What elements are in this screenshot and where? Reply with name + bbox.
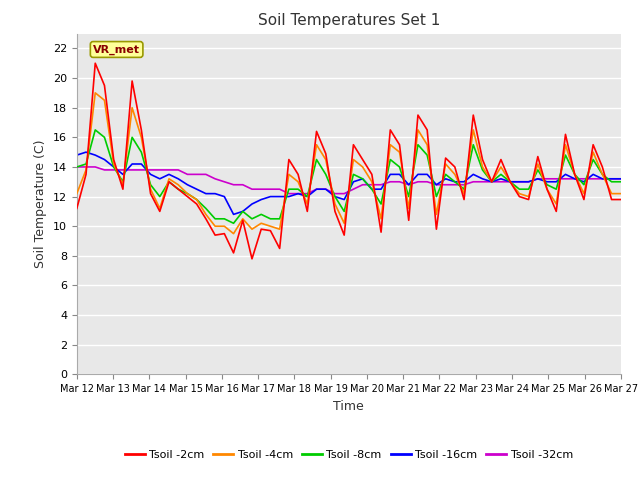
- Y-axis label: Soil Temperature (C): Soil Temperature (C): [35, 140, 47, 268]
- X-axis label: Time: Time: [333, 400, 364, 413]
- Title: Soil Temperatures Set 1: Soil Temperatures Set 1: [258, 13, 440, 28]
- Text: VR_met: VR_met: [93, 44, 140, 55]
- Legend: Tsoil -2cm, Tsoil -4cm, Tsoil -8cm, Tsoil -16cm, Tsoil -32cm: Tsoil -2cm, Tsoil -4cm, Tsoil -8cm, Tsoi…: [120, 445, 577, 464]
